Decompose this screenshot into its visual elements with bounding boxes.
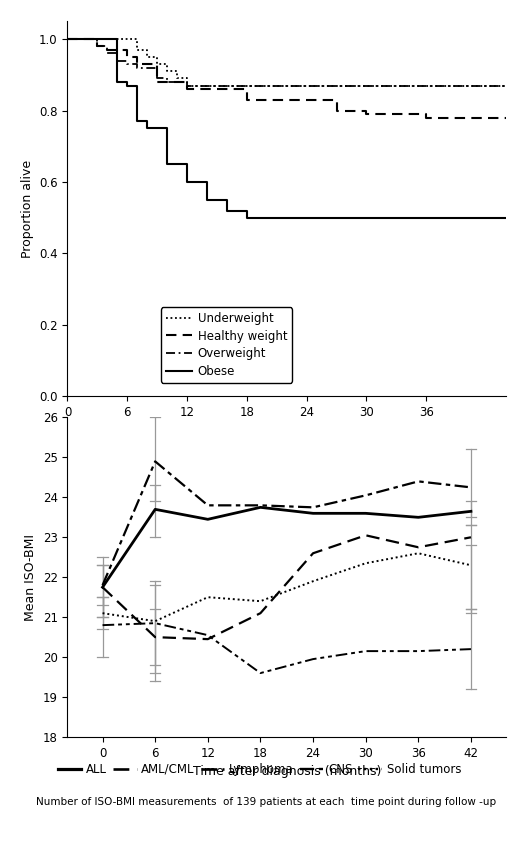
Y-axis label: Mean ISO-BMI: Mean ISO-BMI <box>24 533 37 621</box>
Overweight <box>164 77 170 87</box>
Healthy weight <box>184 84 190 95</box>
Overweight <box>154 73 160 83</box>
X-axis label: Time from diagnosis (months): Time from diagnosis (months) <box>193 424 380 437</box>
Healthy weight <box>64 34 71 44</box>
Underweight <box>184 80 190 90</box>
Overweight <box>104 49 111 59</box>
Healthy weight <box>423 112 429 123</box>
Text: Number of ISO-BMI measurements  of 139 patients at each  time point during follo: Number of ISO-BMI measurements of 139 pa… <box>36 797 497 807</box>
Obese <box>134 116 140 126</box>
Underweight <box>194 80 200 90</box>
Healthy weight <box>104 45 111 55</box>
Obese <box>204 195 210 205</box>
Y-axis label: Proportion alive: Proportion alive <box>21 159 34 258</box>
Legend: ALL, AML/CML, Lymphoma, CNS, Solid tumors: ALL, AML/CML, Lymphoma, CNS, Solid tumor… <box>58 763 461 776</box>
Obese <box>114 77 120 87</box>
Healthy weight <box>244 95 250 105</box>
Healthy weight <box>304 95 310 105</box>
X-axis label: Time after diagnosis (months): Time after diagnosis (months) <box>193 765 381 778</box>
Overweight <box>94 41 101 51</box>
Overweight <box>184 80 190 90</box>
Overweight <box>204 80 210 90</box>
Underweight <box>144 52 151 62</box>
Underweight <box>134 45 140 55</box>
Underweight <box>164 66 170 77</box>
Obese <box>64 34 71 44</box>
Underweight <box>124 34 130 44</box>
Overweight <box>124 59 130 69</box>
Line: Underweight: Underweight <box>67 39 506 85</box>
Overweight <box>503 80 509 90</box>
Line: Overweight: Overweight <box>67 39 506 85</box>
Overweight <box>134 62 140 72</box>
Overweight <box>64 34 71 44</box>
Overweight <box>114 55 120 66</box>
Healthy weight <box>124 52 130 62</box>
Underweight <box>503 80 509 90</box>
Healthy weight <box>134 59 140 69</box>
Obese <box>244 212 250 222</box>
Obese <box>503 212 509 222</box>
Obese <box>184 177 190 187</box>
Obese <box>224 205 230 216</box>
Line: Healthy weight: Healthy weight <box>67 39 506 118</box>
Healthy weight <box>94 41 101 51</box>
Underweight <box>64 34 71 44</box>
Obese <box>124 80 130 90</box>
Healthy weight <box>334 106 340 116</box>
Line: Obese: Obese <box>67 39 506 217</box>
Healthy weight <box>363 109 370 119</box>
Obese <box>144 124 151 134</box>
Obese <box>164 159 170 170</box>
Legend: Underweight, Healthy weight, Overweight, Obese: Underweight, Healthy weight, Overweight,… <box>161 308 292 383</box>
Underweight <box>154 59 160 69</box>
Healthy weight <box>154 77 160 87</box>
Underweight <box>174 73 180 83</box>
Healthy weight <box>503 112 509 123</box>
